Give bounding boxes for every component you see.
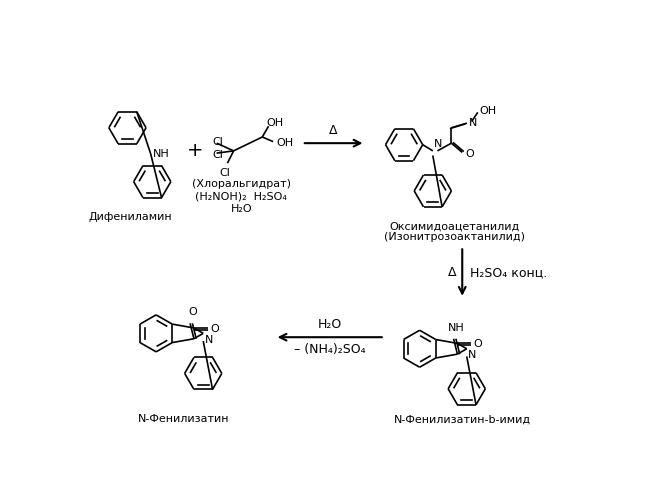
Text: (Хлоральгидрат): (Хлоральгидрат): [192, 180, 291, 190]
Text: N-Фенилизатин: N-Фенилизатин: [137, 414, 229, 424]
Text: OH: OH: [266, 118, 283, 128]
Text: – (NH₄)₂SO₄: – (NH₄)₂SO₄: [294, 344, 366, 356]
Text: OH: OH: [479, 106, 496, 116]
Text: O: O: [474, 339, 482, 349]
Text: N: N: [205, 335, 213, 345]
Text: N: N: [434, 140, 442, 149]
Text: N: N: [469, 118, 477, 128]
Text: Δ: Δ: [329, 124, 338, 137]
Text: Дифениламин: Дифениламин: [88, 212, 172, 222]
Text: OH: OH: [277, 138, 294, 148]
Text: H₂SO₄ конц.: H₂SO₄ конц.: [470, 266, 547, 279]
Text: N: N: [469, 350, 477, 360]
Text: Cl: Cl: [212, 136, 223, 146]
Text: Δ: Δ: [447, 266, 456, 279]
Text: O: O: [465, 149, 474, 159]
Text: O: O: [210, 324, 219, 334]
Text: N-Фенилизатин-b-имид: N-Фенилизатин-b-имид: [393, 414, 531, 424]
Text: NH: NH: [153, 149, 170, 159]
Text: H₂O: H₂O: [230, 204, 252, 214]
Text: (Изонитрозоактанилид): (Изонитрозоактанилид): [384, 232, 525, 242]
Text: Cl: Cl: [212, 150, 223, 160]
Text: Cl: Cl: [219, 168, 230, 178]
Text: +: +: [187, 142, 203, 161]
Text: (H₂NOH)₂  H₂SO₄: (H₂NOH)₂ H₂SO₄: [195, 192, 287, 202]
Text: NH: NH: [447, 322, 464, 332]
Text: Оксимидоацетанилид: Оксимидоацетанилид: [389, 222, 519, 232]
Text: H₂O: H₂O: [317, 318, 342, 331]
Text: O: O: [188, 307, 197, 317]
